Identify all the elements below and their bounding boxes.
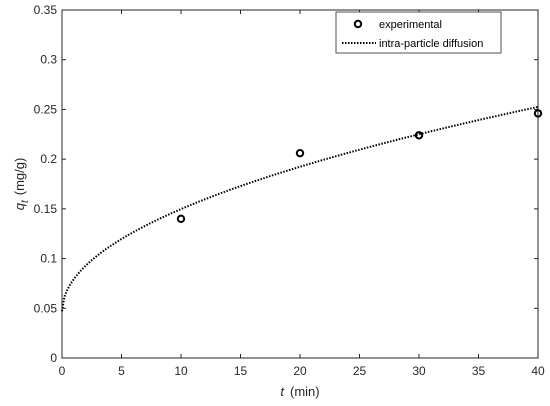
- x-tick-label: 15: [234, 364, 248, 378]
- y-axis-label: qt (mg/g): [12, 158, 31, 211]
- y-axis-symbol: q: [12, 202, 27, 210]
- x-tick-label: 5: [118, 364, 125, 378]
- experimental-point: [533, 109, 543, 118]
- legend-label-intra-particle-diffusion: intra-particle diffusion: [379, 38, 483, 50]
- legend-label-experimental: experimental: [379, 19, 442, 31]
- x-tick-label: 40: [531, 364, 545, 378]
- experimental-point: [176, 214, 186, 224]
- x-axis-unit: (min): [290, 384, 320, 399]
- x-tick-label: 20: [293, 364, 307, 378]
- x-tick-label: 10: [174, 364, 188, 378]
- x-tick-label: 25: [353, 364, 367, 378]
- x-axis-ticks: 0 5 10 15 20 25 30 35 40: [59, 10, 545, 378]
- x-tick-label: 35: [472, 364, 486, 378]
- intra-particle-diffusion-curve: [61, 105, 539, 312]
- legend-box: [335, 11, 502, 54]
- y-tick-label: 0.25: [34, 102, 58, 116]
- y-tick-label: 0: [50, 351, 57, 365]
- y-axis-ticks: 0 0.05 0.1 0.15 0.2 0.25 0.3 0.35: [34, 3, 538, 365]
- series-layer: [61, 105, 543, 312]
- experimental-point: [414, 131, 424, 140]
- y-axis-subscript: t: [20, 199, 31, 203]
- y-tick-label: 0.15: [34, 202, 58, 216]
- x-axis-symbol: t: [280, 384, 285, 399]
- y-tick-label: 0.35: [34, 3, 58, 17]
- y-tick-label: 0.05: [34, 301, 58, 315]
- y-tick-label: 0.3: [40, 53, 57, 67]
- x-axis-label: t (min): [280, 384, 319, 399]
- x-tick-label: 0: [59, 364, 66, 378]
- y-tick-label: 0.1: [40, 252, 57, 266]
- y-tick-label: 0.2: [40, 152, 57, 166]
- experimental-point: [295, 148, 305, 158]
- x-tick-label: 30: [412, 364, 426, 378]
- y-axis-unit: (mg/g): [12, 158, 27, 196]
- legend: experimental intra-particle diffusion: [335, 11, 502, 54]
- legend-marker-experimental: [353, 19, 363, 29]
- plot-area: [61, 9, 539, 359]
